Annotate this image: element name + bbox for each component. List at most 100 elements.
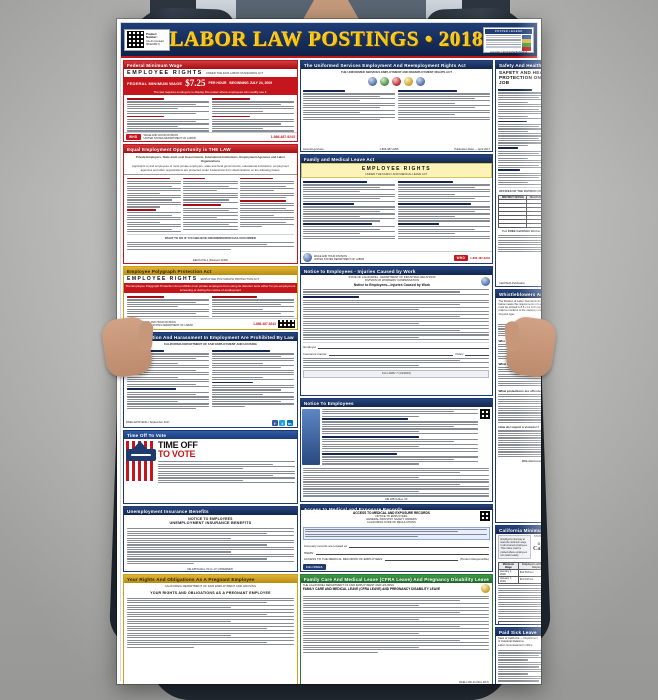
employee-rights-heading: EMPLOYEE RIGHTS xyxy=(127,70,203,77)
wb-hotline-label: Whistleblower Hotline xyxy=(521,459,541,464)
poster-legend-title: POSTER LEGEND xyxy=(485,28,532,34)
product-number-badge: Product Number: CA-A1 (revised 06/12/201… xyxy=(124,28,170,51)
linkedin-icon[interactable]: in xyxy=(286,420,293,426)
eppa-banner: The Employee Polygraph Protection Act pr… xyxy=(124,283,297,294)
dwc-subtitle3: Notice to Employees—Injuries Caused by W… xyxy=(353,282,431,287)
qr-code-icon xyxy=(277,320,295,328)
wage-effective: BEGINNING JULY 24, 2009 xyxy=(229,81,273,86)
panel-userra: The Uniformed Services Employment And Re… xyxy=(299,60,493,152)
pregnancy-subtitle: YOUR RIGHTS AND OBLIGATIONS AS A PREGNAN… xyxy=(150,590,271,595)
panel-discrimination-harassment: Discrimination And Harassment In Employm… xyxy=(123,332,298,428)
shp-table-title: OFFICES OF THE DIVISION OF OCCUPATIONAL … xyxy=(499,189,541,194)
fsla-subheading: UNDER THE FAIR LABOR STANDARDS ACT xyxy=(205,71,264,76)
panel-access-medical-exposure-records: Access to Medical and Exposure Records A… xyxy=(299,504,493,572)
legend-lines xyxy=(486,34,521,51)
panel-title: Safety And Health Protection On The Job xyxy=(495,61,541,70)
cell-date: January 1, 2019 xyxy=(497,575,519,584)
agency-seal-icon xyxy=(391,76,401,86)
cell-date: January 1, 2018 xyxy=(497,568,519,577)
agency-seal-icon xyxy=(415,76,425,86)
userra-seal-row xyxy=(301,75,492,87)
facebook-icon[interactable]: f xyxy=(271,420,278,426)
wage-hour-division-logo: WHD xyxy=(126,134,141,140)
district-office-table: DISTRICT OFFICE TELEPHONE DISTRICT OFFIC… xyxy=(498,194,541,228)
nte-footer-note: DE 1857A Rev. 53 xyxy=(385,497,408,501)
poster-legend-badge: POSTER LEGEND Copyright © 2017 ELITE BUS… xyxy=(483,26,534,56)
vote-graphic-line1: TIME OFF xyxy=(158,440,198,451)
ballot-box-flag-icon xyxy=(126,441,156,482)
wage-agency2: UNITED STATES DEPARTMENT OF LABOR xyxy=(143,137,196,140)
panel-paid-sick-leave: Paid Sick Leave State of California — De… xyxy=(494,627,541,684)
legend-copyright: Copyright © 2017 ELITE BUSINESS VENTURES… xyxy=(490,51,528,56)
wage-footnote: The law requires employers to display th… xyxy=(124,89,297,96)
fmla-phone: 1-866-487-9243 xyxy=(470,255,490,260)
eppa-phone: 1-866-487-9243 xyxy=(253,322,276,326)
panel-title: Family Care And Medical Leave (CFRA Leav… xyxy=(300,575,492,584)
cal-osha-logo: CAL/OSHA xyxy=(302,564,326,570)
wage-label: FEDERAL MINIMUM WAGE xyxy=(127,80,183,86)
userra-web[interactable]: www.dol.gov/vets xyxy=(302,147,324,151)
panel-title: Unemployment Insurance Benefits xyxy=(124,507,297,516)
poster-title: LABOR LAW POSTINGS • 2018 xyxy=(169,27,484,51)
eeo-bottom-heading: WHAT TO DO IF YOU BELIEVE DISCRIMINATION… xyxy=(164,236,256,241)
state-seal-icon xyxy=(480,276,490,286)
panel-title: Family and Medical Leave Act xyxy=(300,155,492,164)
cmw-subtitle2: California Minimum Wage xyxy=(532,545,541,552)
panel-title: Your Rights And Obligations As A Pregnan… xyxy=(124,575,297,584)
vote-graphic-line2: TO VOTE xyxy=(158,449,196,460)
shp-free-line: For FREE Cal/OSHA Worker Information Hot… xyxy=(502,229,541,234)
col-minimum-wage: Minimum Wage xyxy=(497,561,519,570)
cell-small: $10.50/hour xyxy=(517,568,541,577)
table-row: January 1, 2019 $11.00/hour $12.00/hour xyxy=(497,575,541,584)
table-row: January 1, 2018 $10.50/hour $11.00/hour xyxy=(497,568,541,577)
product-number-line1: Product Number: xyxy=(146,32,158,40)
fmla-subtitle: EMPLOYEE RIGHTS xyxy=(361,165,431,172)
shp-subtitle: SAFETY AND HEALTH PROTECTION ON THE JOB xyxy=(498,70,541,86)
employees-photo xyxy=(302,408,321,465)
userra-footer-note: Publication Date — April 2017 xyxy=(454,147,490,151)
poster-body: Federal Minimum Wage EMPLOYEE RIGHTS UND… xyxy=(121,58,541,684)
table-row xyxy=(498,222,541,228)
amer-subtitle2: NOTICE TO EMPLOYEES xyxy=(375,514,408,518)
legend-swatches xyxy=(522,34,531,51)
table-row xyxy=(498,620,541,624)
hand-left xyxy=(100,315,154,379)
amer-person-label: (Person Responsible) xyxy=(460,557,489,562)
amer-field2-label: ITEMS: xyxy=(303,550,314,555)
ui-subtitle2: UNEMPLOYMENT INSURANCE BENEFITS xyxy=(169,521,252,526)
cmw-subtitle3: (Effective January 1, 2018) xyxy=(533,558,541,561)
eppa-subtitle: EMPLOYEE RIGHTS xyxy=(127,276,198,283)
eppa-subtitle2: EMPLOYEE POLYGRAPH PROTECTION ACT xyxy=(200,277,260,282)
ui-subtitle: NOTICE TO EMPLOYEES xyxy=(188,516,233,521)
wage-phone: 1-866-487-9243 xyxy=(270,135,295,139)
cmw-side-note: Employers must pay at least the minimum … xyxy=(500,537,528,557)
labor-law-poster: Product Number: CA-A1 (revised 06/12/201… xyxy=(117,19,541,684)
wb-intro: The Division of Labor Standards Enforcem… xyxy=(498,299,541,316)
qr-code-icon xyxy=(480,408,491,419)
panel-title: Employee Polygraph Protection Act xyxy=(124,267,297,276)
whd-logo: WHD xyxy=(453,254,469,261)
poster-column-left: Federal Minimum Wage EMPLOYEE RIGHTS UND… xyxy=(123,60,298,684)
col-telephone: TELEPHONE xyxy=(526,194,541,200)
amer-subtitle4: CALIFORNIA CODE OF REGULATIONS xyxy=(367,521,416,525)
eppa-agency: WAGE AND HOUR DIVISION xyxy=(142,321,176,324)
eeo-subtitle: Private Employers, State and Local Gover… xyxy=(135,154,286,163)
wage-amount: $7.25 xyxy=(185,77,206,88)
dol-seal-icon xyxy=(302,253,312,262)
pregnancy-subtitle2: CALIFORNIA DEPARTMENT OF FAIR EMPLOYMENT… xyxy=(164,584,257,589)
panel-title: Federal Minimum Wage xyxy=(124,61,297,70)
psl-agency: State of California — Department of Indu… xyxy=(497,637,538,644)
panel-title: Discrimination And Harassment In Employm… xyxy=(124,333,297,342)
social-links[interactable]: f t in xyxy=(270,419,295,427)
cfra-subtitle: FAMILY CARE AND MEDICAL LEAVE (CFRA LEAV… xyxy=(302,587,441,592)
panel-equal-employment-opportunity: Equal Employment Opportunity is THE LAW … xyxy=(123,144,298,264)
panel-title: The Uniformed Services Employment And Re… xyxy=(300,61,492,70)
twitter-icon[interactable]: t xyxy=(279,420,286,426)
eeo-subtitle2: Applicants to and employees of most priv… xyxy=(124,164,297,175)
shp-footer-note: Cal/OSHA Publication xyxy=(498,281,526,285)
qr-code-icon xyxy=(127,31,144,48)
panel-time-off-to-vote: Time Off To Vote TIME OFF TO VOTE xyxy=(123,430,298,504)
panel-family-medical-leave-act: Family and Medical Leave Act EMPLOYEE RI… xyxy=(299,154,493,264)
amer-field3-label: ACCESS TO THE MEDICAL RECORDS OF EMPLOYE… xyxy=(303,557,383,562)
poster-column-center: The Uniformed Services Employment And Re… xyxy=(299,60,493,684)
